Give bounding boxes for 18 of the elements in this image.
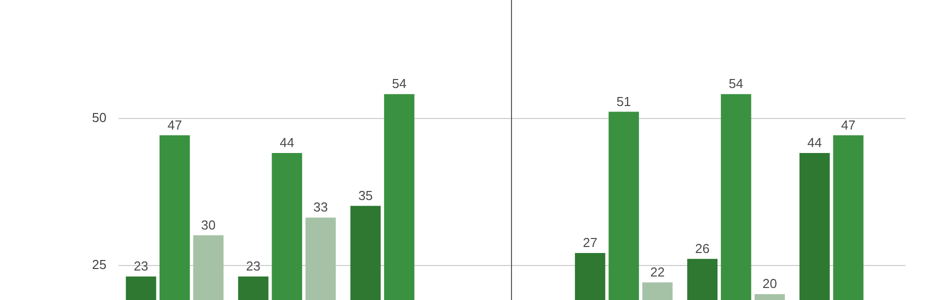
data-label: 47 <box>167 117 182 132</box>
data-label: 22 <box>650 264 665 280</box>
data-label: 54 <box>392 76 406 92</box>
data-label: 26 <box>695 240 710 256</box>
data-label: 33 <box>313 200 328 215</box>
data-label: 44 <box>807 134 822 150</box>
data-label: 27 <box>582 234 598 250</box>
data-label: 35 <box>358 188 373 203</box>
data-label: 44 <box>280 134 294 150</box>
data-label: 20 <box>762 276 777 292</box>
data-label: 30 <box>201 217 216 232</box>
data-label: 23 <box>134 258 148 274</box>
y-tick-label: 25 <box>92 257 106 272</box>
data-label: 51 <box>616 94 632 109</box>
data-label: 54 <box>728 76 744 92</box>
data-label: 23 <box>246 258 261 274</box>
data-label: 47 <box>841 117 856 132</box>
y-tick-label: 50 <box>92 110 106 126</box>
